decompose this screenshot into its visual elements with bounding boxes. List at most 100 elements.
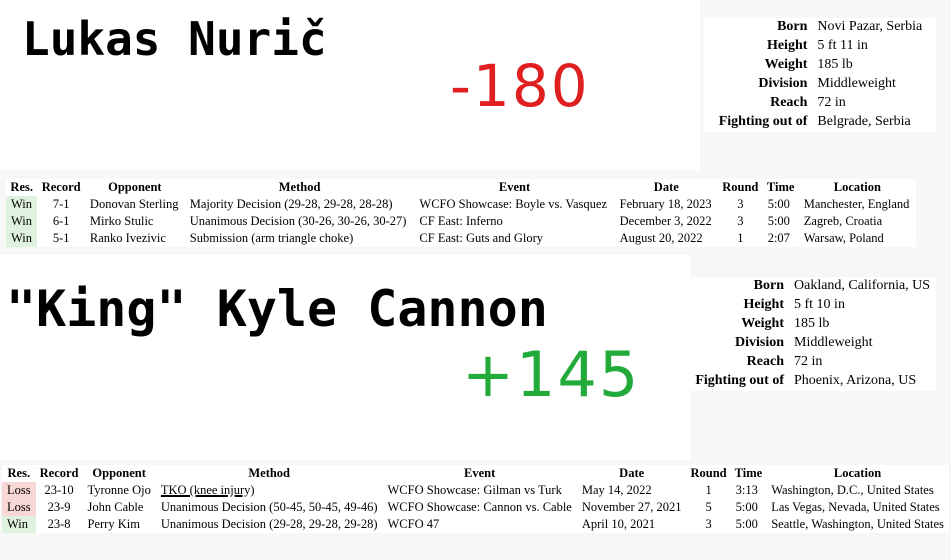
cell-location: Manchester, England xyxy=(803,197,910,211)
cell-round: 3 xyxy=(737,197,744,211)
info-row: Born Novi Pazar, Serbia xyxy=(704,18,936,37)
table-row: Win 6-1 Mirko Stulic Unanimous Decision (30… xyxy=(6,213,916,230)
info-value: Oakland, California, US xyxy=(794,278,931,293)
table-row: Loss 23-10 Tyronne Ojo TKO (knee injury) WCF… xyxy=(2,482,949,499)
info-label: Weight xyxy=(741,316,784,331)
info-row: Weight 185 lb xyxy=(688,315,936,334)
cell-round: 1 xyxy=(737,231,744,245)
cell-res: Win xyxy=(2,516,36,533)
cell-record: 7-1 xyxy=(52,197,70,211)
table-row: Win 5-1 Ranko Ivezivic Submission (arm tria… xyxy=(6,230,916,247)
cell-res: Win xyxy=(6,196,38,213)
info-value: 5 ft 11 in xyxy=(817,38,868,53)
fighter1-record-table: Res. Record Opponent Method Event Date Round Ti… xyxy=(6,179,916,247)
cell-time: 5:00 xyxy=(735,500,758,514)
cell-event: CF East: Inferno xyxy=(419,214,503,228)
info-label: Division xyxy=(734,335,784,350)
cell-method: Unanimous Decision (30-26, 30-26, 30-27) xyxy=(189,214,407,228)
table-row: Win 23-8 Perry Kim Unanimous Decision (29-2… xyxy=(2,516,949,533)
fighter1-odds: -180 xyxy=(450,52,590,120)
top-panel xyxy=(0,0,700,170)
cell-location: Washington, D.C., United States xyxy=(771,483,934,497)
info-label: Division xyxy=(758,76,808,91)
cell-res: Win xyxy=(6,213,38,230)
cell-method: Submission (arm triangle choke) xyxy=(189,231,354,245)
cell-date: November 27, 2021 xyxy=(581,500,682,514)
cell-record: 23-9 xyxy=(47,500,71,514)
cell-method: TKO (knee injury) xyxy=(160,483,255,497)
info-row: Reach 72 in xyxy=(704,94,936,113)
info-value: Novi Pazar, Serbia xyxy=(817,19,923,34)
cell-opponent: Tyronne Ojo xyxy=(87,483,151,497)
cell-location: Warsaw, Poland xyxy=(803,231,884,245)
info-value: 185 lb xyxy=(794,316,830,331)
info-value: 72 in xyxy=(794,354,823,369)
cell-date: February 18, 2023 xyxy=(619,197,712,211)
column-header: Date xyxy=(653,180,679,194)
table-row: Loss 23-9 John Cable Unanimous Decision (50… xyxy=(2,499,949,516)
cell-time: 5:00 xyxy=(767,197,790,211)
cell-round: 3 xyxy=(705,517,712,531)
table-row: Win 7-1 Donovan Sterling Majority Decision … xyxy=(6,196,916,213)
cell-location: Seattle, Washington, United States xyxy=(771,517,944,531)
cell-method: Unanimous Decision (29-28, 29-28, 29-28) xyxy=(160,517,378,531)
info-label: Reach xyxy=(746,354,784,369)
column-header: Record xyxy=(41,180,81,194)
cell-date: April 10, 2021 xyxy=(581,517,656,531)
info-row: Division Middleweight xyxy=(704,75,936,94)
column-header: Time xyxy=(734,466,763,480)
info-row: Reach 72 in xyxy=(688,353,936,372)
cell-method: Unanimous Decision (50-45, 50-45, 49-46) xyxy=(160,500,378,514)
column-header: Opponent xyxy=(108,180,162,194)
cell-event: WCFO 47 xyxy=(387,517,440,531)
column-header: Time xyxy=(766,180,795,194)
cell-event: CF East: Guts and Glory xyxy=(419,231,544,245)
info-label: Reach xyxy=(770,95,808,110)
info-label: Fighting out of xyxy=(718,114,808,129)
fighter2-odds: +145 xyxy=(462,338,641,411)
cell-opponent: Ranko Ivezivic xyxy=(89,231,166,245)
cell-event: WCFO Showcase: Cannon vs. Cable xyxy=(387,500,572,514)
info-value: Middleweight xyxy=(794,335,873,350)
info-row: Weight 185 lb xyxy=(704,56,936,75)
info-value: 5 ft 10 in xyxy=(794,297,845,312)
cell-date: August 20, 2022 xyxy=(619,231,703,245)
column-header: Location xyxy=(833,180,881,194)
info-row: Height 5 ft 10 in xyxy=(688,296,936,315)
cell-date: May 14, 2022 xyxy=(581,483,652,497)
cell-time: 5:00 xyxy=(735,517,758,531)
column-header: Round xyxy=(690,466,727,480)
cell-round: 3 xyxy=(737,214,744,228)
info-value: Middleweight xyxy=(817,76,896,91)
fighter1-info-box: Born Novi Pazar, Serbia Height 5 ft 11 in We… xyxy=(704,18,936,132)
cell-round: 1 xyxy=(705,483,712,497)
info-label: Height xyxy=(743,297,784,312)
column-header: Res. xyxy=(10,180,33,194)
column-header: Event xyxy=(498,180,531,194)
column-header: Event xyxy=(464,466,496,480)
cell-round: 5 xyxy=(705,500,712,514)
info-value: 185 lb xyxy=(817,57,853,72)
middle-panel xyxy=(0,255,690,460)
cell-record: 23-10 xyxy=(44,483,74,497)
fighter2-name: "King" Kyle Cannon xyxy=(6,280,548,338)
cell-res: Loss xyxy=(2,499,36,516)
cell-time: 5:00 xyxy=(767,214,790,228)
cell-time: 3:13 xyxy=(735,483,758,497)
cell-time: 2:07 xyxy=(767,231,790,245)
column-header: Location xyxy=(833,466,882,480)
info-row: Born Oakland, California, US xyxy=(688,277,936,296)
column-header: Date xyxy=(619,466,645,480)
cell-res: Loss xyxy=(2,482,36,499)
cell-opponent: John Cable xyxy=(87,500,144,514)
cell-method: Majority Decision (29-28, 29-28, 28-28) xyxy=(189,197,393,211)
info-label: Born xyxy=(777,19,808,34)
info-label: Height xyxy=(766,38,808,53)
fighter1-name: Lukas Nurič xyxy=(22,12,327,66)
cell-date: December 3, 2022 xyxy=(619,214,712,228)
fighter2-info-box: Born Oakland, California, US Height 5 ft 10… xyxy=(688,277,936,391)
info-label: Weight xyxy=(764,57,808,72)
info-label: Born xyxy=(753,278,784,293)
column-header: Res. xyxy=(7,466,31,480)
